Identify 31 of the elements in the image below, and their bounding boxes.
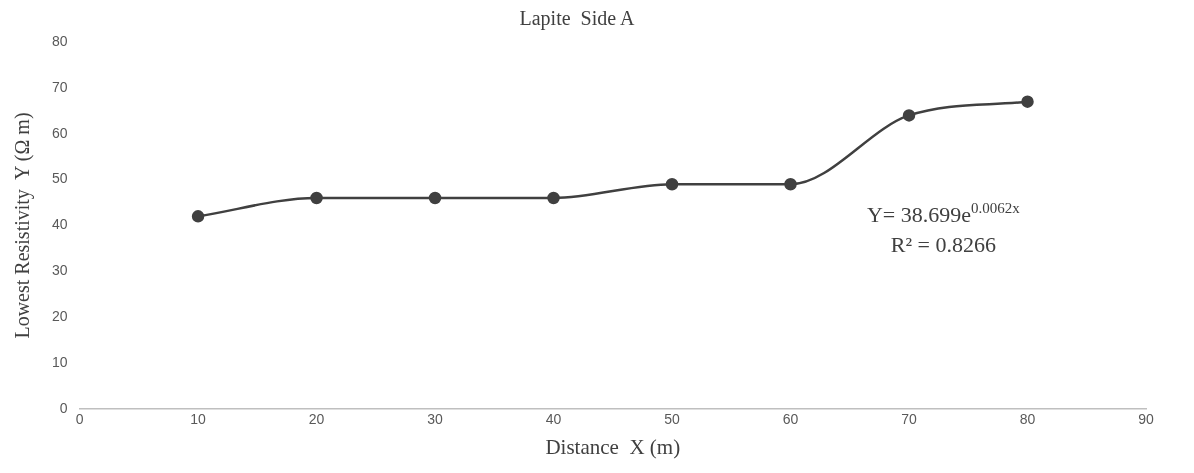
- point: [665, 177, 679, 191]
- point: [547, 191, 560, 205]
- point: [902, 109, 916, 122]
- x-tick-label: 50: [664, 411, 681, 428]
- y-tick-label: 70: [51, 78, 68, 95]
- x-tick-label: 60: [782, 411, 799, 428]
- chart-title: Lapite Side A: [519, 7, 636, 31]
- y-tick-label: 40: [51, 216, 68, 233]
- x-tick-label: 30: [427, 411, 444, 428]
- x-tick-label: 70: [901, 411, 918, 428]
- y-axis-title: Lowest Resistivity Y (Ω m): [11, 112, 35, 339]
- y-tick-label: 50: [51, 170, 68, 187]
- x-tick-label: 40: [545, 411, 562, 428]
- point: [428, 191, 442, 205]
- y-tick-label: 80: [51, 32, 68, 49]
- x-tick-label: 10: [190, 411, 207, 428]
- x-tick-label: 0: [75, 411, 84, 428]
- y-tick-label: 30: [51, 262, 68, 279]
- x-tick-label: 20: [308, 411, 325, 428]
- point: [310, 191, 323, 205]
- x-tick-label: 80: [1019, 411, 1036, 428]
- point: [191, 210, 205, 223]
- y-tick-label: 20: [51, 308, 68, 325]
- y-tick-label: 60: [51, 124, 68, 141]
- y-tick-label: 0: [59, 399, 68, 416]
- point: [784, 177, 797, 191]
- x-tick-label: 90: [1138, 411, 1154, 428]
- point: [1021, 95, 1034, 108]
- annotation: R² = 0.8266: [890, 232, 996, 257]
- x-axis-title: Distance X (m): [545, 434, 681, 459]
- y-tick-label: 10: [51, 353, 68, 370]
